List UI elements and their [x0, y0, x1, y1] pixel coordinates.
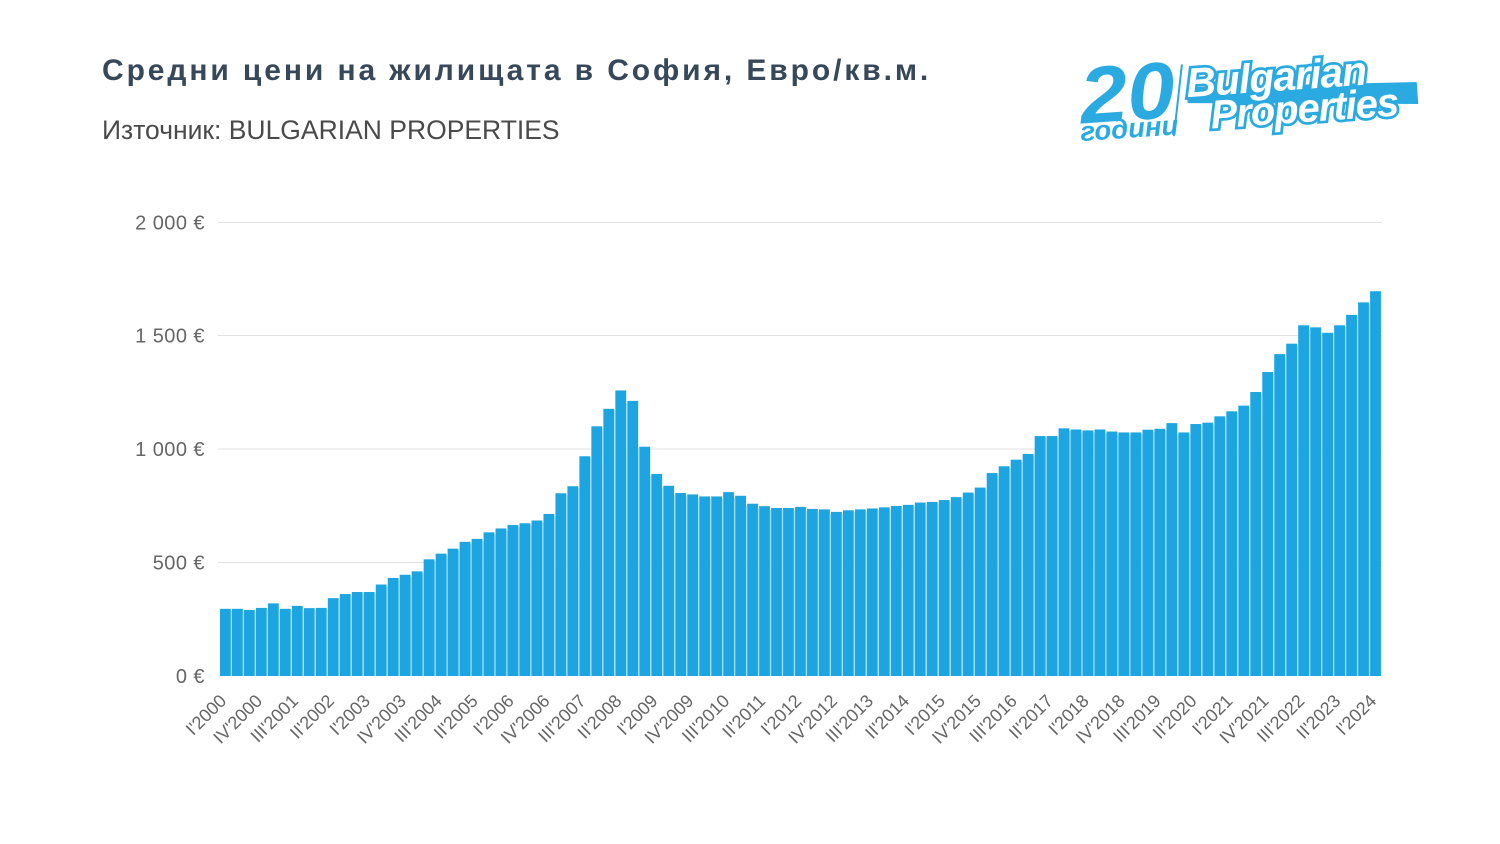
svg-text:1 000 €: 1 000 € — [135, 439, 205, 461]
svg-text:2 000 €: 2 000 € — [135, 213, 205, 235]
svg-text:1 500 €: 1 500 € — [135, 326, 205, 348]
svg-text:500 €: 500 € — [153, 553, 205, 575]
svg-text:0 €: 0 € — [176, 666, 205, 688]
svg-text:20: 20 — [1075, 45, 1178, 141]
svg-text:години: години — [1079, 109, 1179, 147]
svg-text:I'2024: I'2024 — [1332, 691, 1380, 739]
